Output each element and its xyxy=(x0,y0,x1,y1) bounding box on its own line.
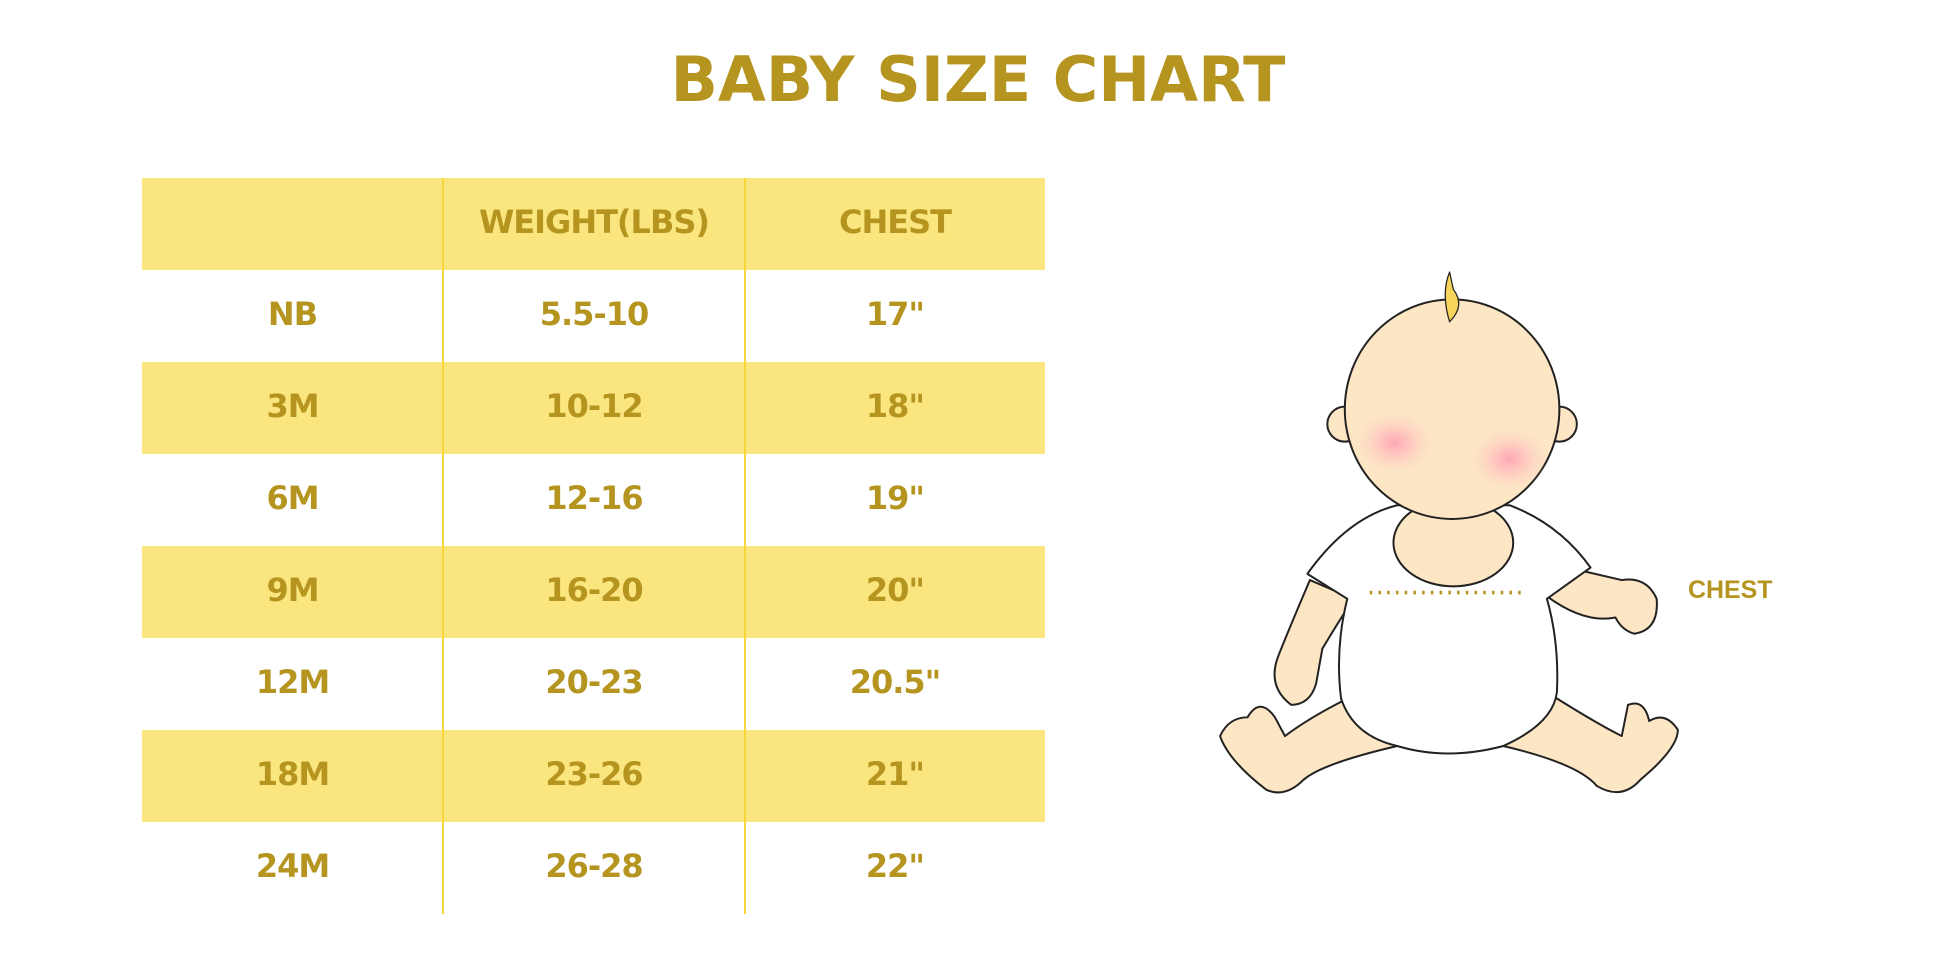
size-table: WEIGHT(LBS) CHEST NB 5.5-10 17" 3M 10-12 18" 6M 1… xyxy=(142,178,1045,914)
header-cell: CHEST xyxy=(839,203,952,241)
table-cell: 20" xyxy=(866,571,924,609)
header-row xyxy=(142,178,1045,270)
baby-illustration: CHEST xyxy=(1219,271,1773,794)
table-cell: 6M xyxy=(266,479,318,517)
table-cell: 9M xyxy=(266,571,318,609)
table-cell: 18" xyxy=(866,387,924,425)
header-cell: WEIGHT(LBS) xyxy=(479,203,709,241)
table-cell: 3M xyxy=(266,387,318,425)
table-cell: 19" xyxy=(866,479,924,517)
table-cell: 12-16 xyxy=(545,479,642,517)
table-cell: 17" xyxy=(866,295,924,333)
row-band xyxy=(142,730,1045,822)
table-cell: NB xyxy=(268,295,317,333)
table-cell: 20.5" xyxy=(850,663,941,701)
table-cell: 26-28 xyxy=(545,847,642,885)
chest-label: CHEST xyxy=(1688,576,1773,604)
row-band xyxy=(142,362,1045,454)
table-cell: 12M xyxy=(256,663,329,701)
table-cell: 20-23 xyxy=(545,663,642,701)
table-cell: 23-26 xyxy=(545,755,642,793)
table-cell: 16-20 xyxy=(545,571,642,609)
table-cell: 18M xyxy=(256,755,329,793)
table-cell: 21" xyxy=(866,755,924,793)
table-cell: 22" xyxy=(866,847,924,885)
table-cell: 24M xyxy=(256,847,329,885)
table-cell: 5.5-10 xyxy=(540,295,649,333)
title: BABY SIZE CHART xyxy=(671,43,1286,116)
row-band xyxy=(142,546,1045,638)
table-cell: 10-12 xyxy=(545,387,642,425)
